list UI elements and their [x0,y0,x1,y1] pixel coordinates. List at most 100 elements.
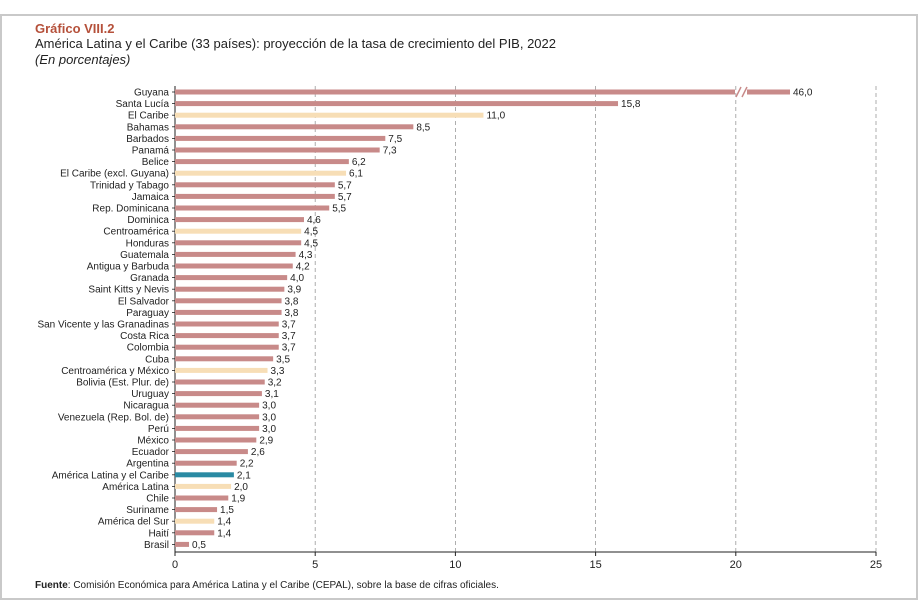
category-label: Uruguay [131,389,169,400]
category-label: El Salvador [118,296,170,307]
bar [175,309,282,315]
category-label: Costa Rica [120,331,169,342]
data-label: 3,0 [262,424,276,435]
bar [175,193,335,199]
bar [175,483,232,489]
figure-title: América Latina y el Caribe (33 países): … [35,36,556,51]
data-label: 3,8 [285,308,299,319]
bar [175,112,484,118]
bar [175,263,293,269]
source-note: Fuente: Comisión Económica para América … [35,580,499,591]
bar [175,344,279,350]
data-label: 4,0 [290,273,304,284]
category-label: Honduras [126,238,169,249]
category-label: América Latina [102,482,169,493]
data-label: 2,9 [259,436,273,447]
data-label: 7,3 [383,146,397,157]
category-label: Antigua y Barbuda [87,262,170,273]
data-label: 4,2 [296,262,310,273]
bar [175,251,296,257]
data-label: 3,2 [268,378,282,389]
data-label: 6,2 [352,157,366,168]
bar [175,89,735,95]
data-label: 2,0 [234,482,248,493]
bar [175,240,302,246]
category-label: Dominica [127,215,169,226]
bar [175,286,285,292]
data-label: 3,3 [271,366,285,377]
bar [175,541,190,547]
data-label: 3,8 [285,296,299,307]
data-label: 3,7 [282,331,296,342]
data-label: 3,1 [265,389,279,400]
data-label: 11,0 [486,111,505,122]
bar [175,217,304,223]
category-label: Nicaragua [123,401,169,412]
category-label: Rep. Dominicana [92,204,169,215]
category-label: Barbados [126,134,169,145]
bar [175,298,282,304]
category-label: Argentina [126,459,169,470]
data-label: 7,5 [388,134,402,145]
bar [175,333,279,339]
category-label: Paraguay [126,308,169,319]
bar [175,391,262,397]
bar [175,135,386,141]
data-label: 1,4 [217,528,231,539]
category-label: Guatemala [120,250,169,261]
category-label: Centroamérica [103,227,169,238]
category-label: Bahamas [127,122,169,133]
category-label: Panamá [132,146,170,157]
category-label: Belice [142,157,170,168]
figure-subtitle: (En porcentajes) [35,52,131,67]
data-label: 1,4 [217,517,231,528]
category-label: América del Sur [98,517,170,528]
bar [175,124,414,130]
category-label: San Vicente y las Granadinas [37,320,169,331]
bar [175,379,265,385]
category-label: Suriname [126,505,169,516]
bar [175,356,274,362]
x-tick-label: 0 [172,559,178,571]
bar [175,449,248,455]
data-label: 5,7 [338,180,352,191]
data-label: 1,9 [231,494,245,505]
category-label: Brasil [144,540,169,551]
category-label: Jamaica [132,192,170,203]
axis-break-mark [735,86,742,98]
data-label: 3,7 [282,320,296,331]
bar [175,159,349,165]
data-label: 2,1 [237,470,251,481]
data-label: 3,5 [276,354,290,365]
data-label: 4,5 [304,238,318,249]
data-label: 15,8 [621,99,641,110]
bar [175,460,237,466]
data-label: 3,0 [262,401,276,412]
category-label: Ecuador [132,447,170,458]
x-tick-label: 20 [730,559,742,571]
category-label: Bolivia (Est. Plur. de) [76,378,169,389]
bar [175,367,268,373]
data-label: 1,5 [220,505,234,516]
category-label: Cuba [145,354,169,365]
source-label: Fuente [35,580,68,591]
bar [175,170,347,176]
category-label: México [137,436,169,447]
bar-continued [747,89,790,95]
data-label: 2,2 [240,459,254,470]
figure-label: Gráfico VIII.2 [35,21,115,36]
category-label: Venezuela (Rep. Bol. de) [58,412,169,423]
data-label: 6,1 [349,169,363,180]
bar [175,518,215,524]
category-label: Colombia [127,343,170,354]
category-label: Santa Lucía [116,99,170,110]
category-label: América Latina y el Caribe [52,470,170,481]
bar [175,437,257,443]
category-label: El Caribe [128,111,170,122]
x-tick-label: 5 [312,559,318,571]
bar [175,530,215,536]
bar [175,402,260,408]
category-label: Centroamérica y México [61,366,169,377]
data-label: 8,5 [416,122,430,133]
